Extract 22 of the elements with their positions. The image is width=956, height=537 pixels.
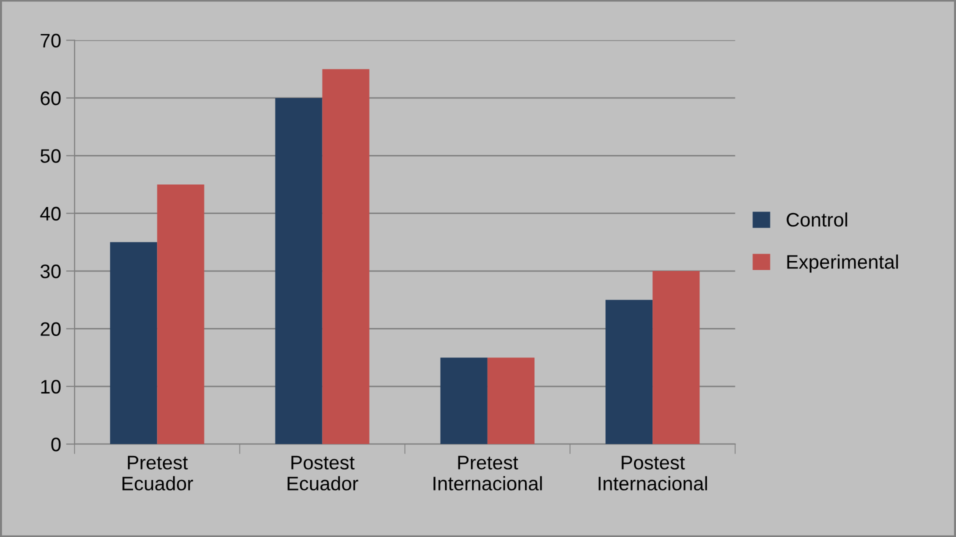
bar xyxy=(157,184,204,444)
y-tick-label: 40 xyxy=(40,206,61,221)
y-tick-label: 10 xyxy=(41,380,61,394)
y-tick-label: 70 xyxy=(40,34,61,48)
x-tick-label: Postest Ecuador xyxy=(288,456,358,490)
y-tick-label: 30 xyxy=(40,264,61,278)
x-tick-label: Postest Internacional xyxy=(598,456,707,490)
y-tick-label: 50 xyxy=(40,149,61,163)
bar xyxy=(487,358,535,444)
bar xyxy=(322,69,370,444)
y-tick-label: 60 xyxy=(40,91,61,106)
x-tick-label: Pretest Internacional xyxy=(434,456,542,490)
bar xyxy=(652,271,700,444)
legend-label: Control xyxy=(786,212,848,227)
y-tick-label: 0 xyxy=(51,438,61,452)
bar xyxy=(110,242,158,444)
bar xyxy=(606,300,653,444)
x-tick-label: Pretest Ecuador xyxy=(122,456,194,490)
bar xyxy=(440,358,488,444)
bar xyxy=(275,98,322,444)
legend-label: Experimental xyxy=(787,254,898,273)
y-tick-label: 20 xyxy=(40,322,61,336)
